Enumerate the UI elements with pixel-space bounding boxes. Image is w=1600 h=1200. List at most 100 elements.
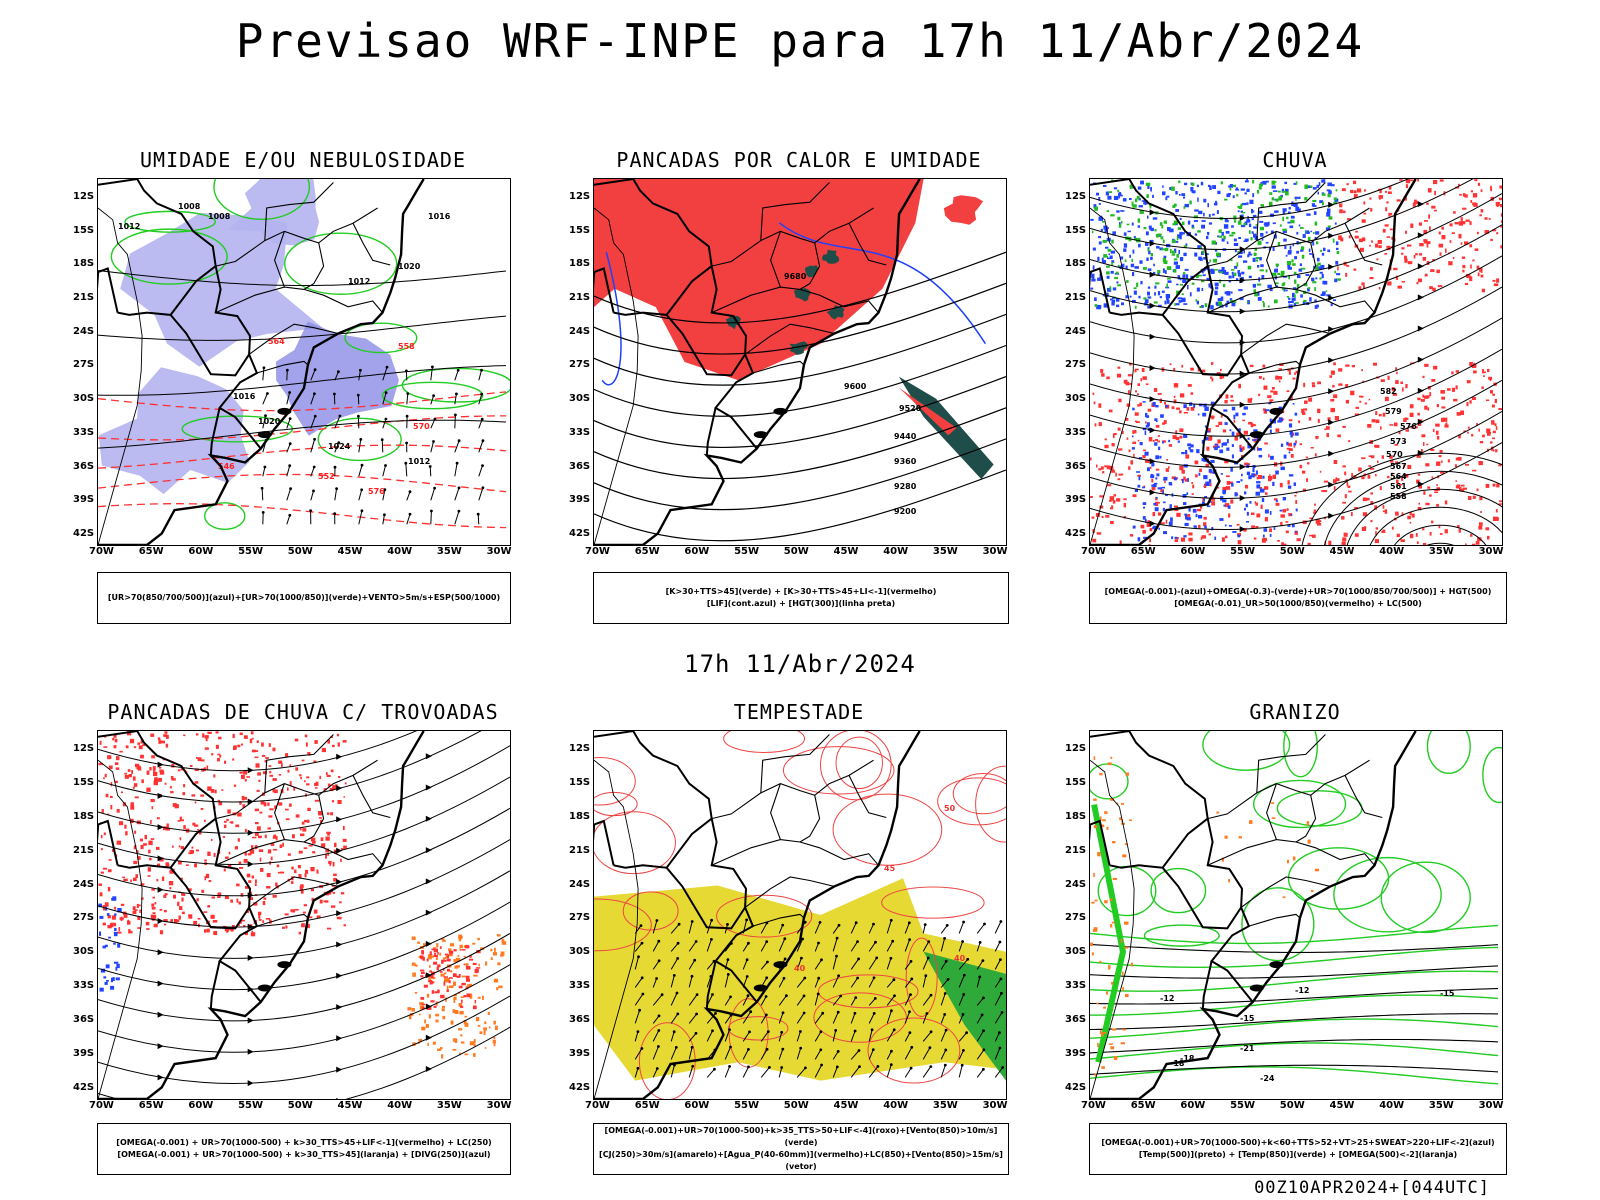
omega-area xyxy=(1315,277,1318,280)
contour-label: 570 xyxy=(1386,450,1403,459)
rain-area xyxy=(1422,375,1425,379)
omega-area xyxy=(1137,225,1141,228)
rain-area xyxy=(1465,219,1470,222)
omega-area xyxy=(1163,501,1166,504)
omega-area xyxy=(1122,986,1124,991)
omega-area xyxy=(1216,210,1219,214)
lat-tick-label: 21S xyxy=(569,844,591,856)
convection-area xyxy=(418,1038,423,1042)
omega-area xyxy=(1259,257,1262,261)
omega-area xyxy=(1221,857,1224,862)
omega-strong-area xyxy=(1219,271,1223,274)
thunderstorm-area xyxy=(243,770,248,775)
state-border xyxy=(1295,795,1317,843)
wind-vector-head xyxy=(455,392,458,396)
rain-area xyxy=(1466,402,1469,407)
rain-area xyxy=(1188,532,1193,536)
rain-area xyxy=(1464,241,1469,245)
omega-area xyxy=(1116,304,1120,308)
wind-vector-head xyxy=(481,464,484,467)
rain-area xyxy=(1333,486,1336,491)
omega-area xyxy=(1243,240,1248,242)
rain-area xyxy=(1422,542,1427,545)
streamline xyxy=(98,932,510,1022)
omega-strong-area xyxy=(1259,269,1264,272)
omega-area xyxy=(1239,447,1242,452)
thunderstorm-area xyxy=(114,762,119,766)
omega-strong-area xyxy=(1327,193,1331,198)
thunderstorm-area xyxy=(342,838,347,842)
wind-vector-head xyxy=(480,417,484,421)
wind-vector-head xyxy=(360,463,364,467)
omega-area xyxy=(1128,819,1132,822)
wind-vector-head xyxy=(943,992,947,995)
thunderstorm-area xyxy=(254,832,259,836)
omega-area xyxy=(1120,256,1124,260)
thunderstorm-area xyxy=(343,796,346,798)
omega-area xyxy=(1274,268,1278,273)
precipitable-water-contour xyxy=(782,746,895,795)
rain-area xyxy=(1382,505,1385,509)
omega-strong-area xyxy=(1161,248,1165,251)
omega-area xyxy=(1124,843,1128,846)
omega-strong-area xyxy=(1327,225,1331,228)
rain-area xyxy=(1399,179,1403,181)
thunderstorm-area xyxy=(160,740,165,744)
rain-area xyxy=(1386,236,1390,238)
contour-label: -15 xyxy=(1240,1014,1255,1023)
streamline-arrow xyxy=(1149,396,1156,403)
omega-area xyxy=(1118,193,1122,197)
omega-area xyxy=(1171,536,1174,540)
rain-area xyxy=(1104,444,1109,449)
omega-area xyxy=(1156,473,1160,477)
rain-area xyxy=(1209,483,1212,487)
thunderstorm-area xyxy=(310,867,315,872)
wind-vector xyxy=(688,976,693,988)
rain-area xyxy=(1494,399,1497,404)
rain-area xyxy=(1277,540,1280,542)
omega-strong-area xyxy=(1161,225,1164,229)
streamline-arrow xyxy=(1328,450,1335,457)
wind-vector xyxy=(670,1031,675,1042)
 xyxy=(464,445,510,493)
rain-area xyxy=(1348,440,1351,442)
thunderstorm-area xyxy=(195,733,199,736)
omega-area xyxy=(1193,220,1198,222)
rain-area xyxy=(1471,365,1476,368)
rain-area xyxy=(1258,376,1262,379)
rain-area xyxy=(1157,435,1160,437)
convection-area xyxy=(469,1041,475,1046)
rain-area xyxy=(1298,420,1301,424)
omega-area xyxy=(1313,211,1317,215)
wind-vector-head xyxy=(641,992,645,996)
convection-area xyxy=(443,972,447,975)
thunderstorm-area xyxy=(149,767,152,771)
wind-vector xyxy=(850,997,857,1006)
omega-area xyxy=(1252,193,1255,198)
rain-area xyxy=(1129,534,1134,537)
thunderstorm-area xyxy=(308,844,313,847)
rain-area xyxy=(1409,412,1414,417)
omega-strong-area xyxy=(1229,234,1234,237)
thunderstorm-area xyxy=(225,856,229,859)
streamline xyxy=(98,870,510,959)
wind-vector-head xyxy=(890,1009,893,1013)
omega-strong-area xyxy=(1106,265,1110,268)
rain-area xyxy=(1288,442,1292,447)
wind-vector-head xyxy=(943,1013,947,1016)
wind-vector-head xyxy=(781,1011,785,1015)
omega-strong-area xyxy=(1107,248,1112,252)
omega-area xyxy=(1159,296,1162,299)
omega-strong-area xyxy=(1246,301,1249,303)
streamline-arrow xyxy=(1149,520,1156,527)
omega-area xyxy=(1092,929,1097,932)
wind-vector xyxy=(832,925,840,934)
omega-area xyxy=(1210,401,1215,406)
thunderstorm-area xyxy=(240,771,243,774)
convection-area xyxy=(425,1024,429,1028)
omega-strong-area xyxy=(1271,197,1275,201)
wind-vector-head xyxy=(430,509,433,513)
thunderstorm-area xyxy=(314,783,317,787)
omega-area xyxy=(1197,413,1200,416)
rain-area xyxy=(1474,248,1479,251)
